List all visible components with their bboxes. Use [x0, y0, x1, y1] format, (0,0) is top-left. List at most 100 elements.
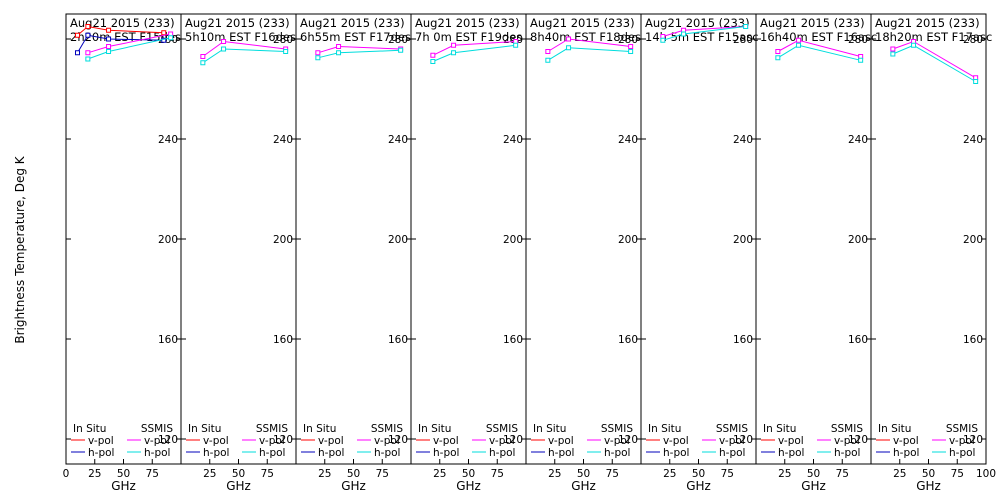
data-point: [890, 46, 896, 52]
y-tick-label: 280: [848, 34, 868, 46]
legend-ssmis-header: SSMIS: [946, 423, 978, 435]
data-point: [451, 42, 457, 48]
legend-ssmis-hpol: h-pol: [374, 447, 400, 459]
x-axis-label: GHz: [226, 479, 251, 493]
data-point: [336, 50, 342, 56]
legend-insitu-vpol: v-pol: [663, 435, 689, 447]
legend-insitu-hpol: h-pol: [663, 447, 689, 459]
x-axis-label: GHz: [801, 479, 826, 493]
y-axis-label: Brightness Temperature, Deg K: [13, 155, 27, 343]
legend-insitu-hpol: h-pol: [433, 447, 459, 459]
legend-insitu-hpol: h-pol: [548, 447, 574, 459]
y-tick-label: 120: [388, 434, 408, 446]
legend-insitu-vpol: v-pol: [318, 435, 344, 447]
y-tick-label: 120: [848, 434, 868, 446]
y-tick-label: 240: [848, 134, 868, 146]
y-tick-label: 280: [963, 34, 983, 46]
legend-insitu-hpol: h-pol: [893, 447, 919, 459]
data-point: [430, 52, 436, 58]
y-tick-label: 280: [273, 34, 293, 46]
legend-insitu-header: In Situ: [73, 423, 106, 435]
legend-ssmis-header: SSMIS: [141, 423, 173, 435]
legend-ssmis-hpol: h-pol: [949, 447, 975, 459]
data-point: [911, 42, 917, 48]
x-tick-label: 25: [88, 468, 101, 480]
data-point: [106, 44, 112, 49]
y-tick-label: 200: [158, 234, 178, 246]
series-line-ssmis-h-pol: [892, 44, 976, 82]
legend-insitu-vpol: v-pol: [778, 435, 804, 447]
data-point: [775, 55, 781, 61]
data-point: [775, 49, 781, 54]
legend-ssmis-vpol: v-pol: [259, 435, 285, 447]
data-point: [315, 55, 321, 61]
panel-subtitle: 18h20m EST F17asc: [875, 30, 992, 44]
x-tick-label: 50: [577, 468, 590, 480]
data-point: [566, 45, 572, 51]
x-tick-label: 50: [232, 468, 245, 480]
y-tick-label: 240: [618, 134, 638, 146]
y-tick-label: 280: [618, 34, 638, 46]
y-tick-label: 120: [158, 434, 178, 446]
data-point: [106, 36, 112, 42]
panel-title: Aug21 2015 (233): [760, 16, 865, 30]
data-point: [545, 49, 551, 54]
data-point: [200, 54, 206, 59]
series-line-ssmis-h-pol: [202, 48, 286, 64]
y-tick-label: 240: [733, 134, 753, 146]
x-tick-label: 50: [692, 468, 705, 480]
y-tick-label: 240: [158, 134, 178, 146]
data-point: [451, 50, 457, 56]
data-point: [890, 51, 896, 57]
panel-subtitle: 8h40m EST F18des: [530, 30, 641, 44]
x-axis-label: GHz: [686, 479, 711, 493]
x-tick-label: 50: [807, 468, 820, 480]
data-point: [660, 37, 666, 43]
x-tick-label: 75: [721, 468, 734, 480]
x-axis-label: GHz: [571, 479, 596, 493]
x-tick-label: 75: [606, 468, 619, 480]
x-axis-label: GHz: [341, 479, 366, 493]
data-point: [283, 49, 289, 54]
data-point: [628, 44, 634, 49]
y-tick-label: 160: [273, 334, 293, 346]
series-line-in-situ-v-pol: [77, 25, 164, 36]
y-tick-label: 120: [963, 434, 983, 446]
x-tick-label: 75: [951, 468, 964, 480]
legend-insitu-header: In Situ: [533, 423, 566, 435]
x-tick-label: 0: [63, 468, 70, 480]
data-point: [681, 31, 687, 37]
data-point: [336, 44, 342, 49]
data-point: [221, 39, 227, 44]
x-tick-label: 25: [893, 468, 906, 480]
legend-insitu-header: In Situ: [418, 423, 451, 435]
legend-ssmis-hpol: h-pol: [834, 447, 860, 459]
panel-1: Aug21 2015 (233)2h20m EST F15des12016020…: [63, 13, 182, 493]
legend-ssmis-hpol: h-pol: [604, 447, 630, 459]
y-tick-label: 200: [503, 234, 523, 246]
data-point: [85, 50, 91, 56]
data-point: [513, 42, 519, 48]
legend-insitu-header: In Situ: [303, 423, 336, 435]
panel-7: Aug21 2015 (233)16h40m EST F16asc 120 160 2…: [755, 13, 877, 493]
y-tick-label: 200: [733, 234, 753, 246]
y-tick-label: 160: [618, 334, 638, 346]
data-point: [796, 37, 802, 43]
legend-insitu-vpol: v-pol: [433, 435, 459, 447]
legend-ssmis-header: SSMIS: [486, 423, 518, 435]
legend-insitu-vpol: v-pol: [893, 435, 919, 447]
x-tick-label: 100: [976, 468, 996, 480]
x-tick-label: 50: [462, 468, 475, 480]
legend-ssmis-header: SSMIS: [601, 423, 633, 435]
data-point: [545, 57, 551, 63]
y-tick-label: 240: [963, 134, 983, 146]
panel-8: Aug21 2015 (233)18h20m EST F17asc 120 160 2…: [870, 13, 996, 493]
panel-subtitle: 16h40m EST F16asc: [760, 30, 877, 44]
y-tick-label: 120: [618, 434, 638, 446]
panel-6: Aug21 2015 (233)14h 5m EST F15asc1201602…: [640, 13, 759, 493]
legend-ssmis-header: SSMIS: [716, 423, 748, 435]
panel-title: Aug21 2015 (233): [415, 16, 520, 30]
